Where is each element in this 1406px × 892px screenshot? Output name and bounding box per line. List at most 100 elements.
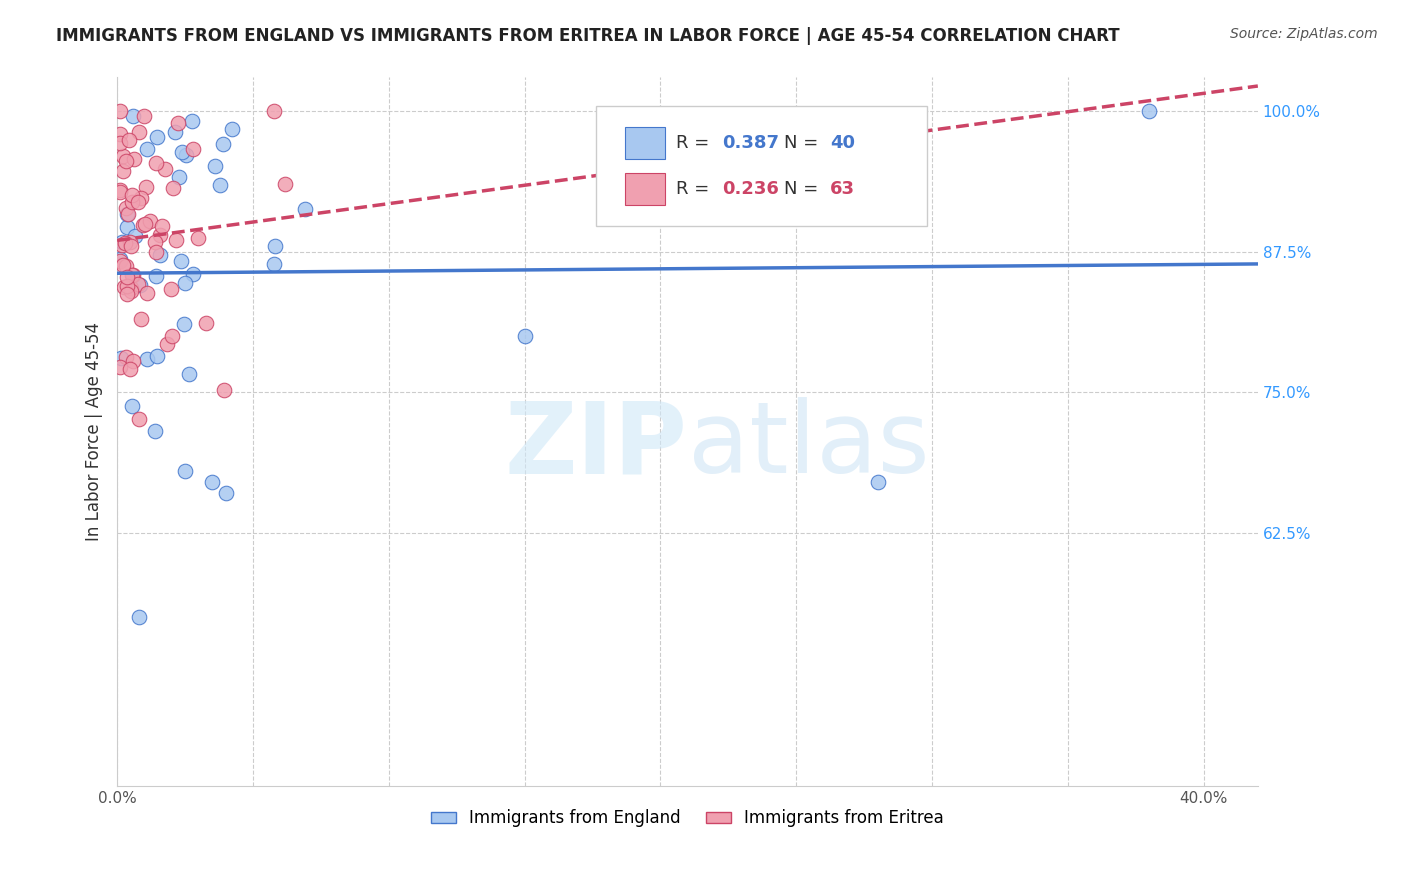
Immigrants from England <box>145 268 167 283</box>
Immigrants from Eritrea <box>117 278 139 293</box>
Immigrants from Eritrea <box>108 183 131 197</box>
Immigrants from Eritrea <box>263 104 285 119</box>
Immigrants from Eritrea <box>274 178 297 192</box>
Text: R =: R = <box>676 180 716 198</box>
Immigrants from England <box>180 114 202 128</box>
Immigrants from Eritrea <box>115 153 138 168</box>
Text: N =: N = <box>785 135 824 153</box>
Immigrants from England <box>129 278 152 293</box>
Immigrants from Eritrea <box>121 188 143 202</box>
Immigrants from England <box>146 349 169 363</box>
Immigrants from Eritrea <box>115 286 138 301</box>
Immigrants from Eritrea <box>160 282 183 296</box>
Immigrants from Eritrea <box>111 258 134 272</box>
Immigrants from England <box>170 145 193 159</box>
Immigrants from England <box>135 143 157 157</box>
Immigrants from England <box>201 475 224 490</box>
Immigrants from England <box>170 254 193 268</box>
Immigrants from Eritrea <box>115 270 138 285</box>
FancyBboxPatch shape <box>596 106 927 227</box>
Text: N =: N = <box>785 180 824 198</box>
Immigrants from Eritrea <box>132 218 155 232</box>
Immigrants from England <box>263 257 285 271</box>
Text: 0.387: 0.387 <box>721 135 779 153</box>
Immigrants from Eritrea <box>120 284 142 298</box>
Immigrants from England <box>183 267 205 281</box>
Immigrants from England <box>174 464 197 478</box>
Text: 63: 63 <box>830 180 855 198</box>
Immigrants from Eritrea <box>160 329 183 343</box>
Immigrants from Eritrea <box>120 239 142 253</box>
Text: 40: 40 <box>830 135 855 153</box>
Immigrants from Eritrea <box>129 311 152 326</box>
Immigrants from Eritrea <box>108 127 131 141</box>
Immigrants from England <box>173 277 195 291</box>
Immigrants from Eritrea <box>112 279 135 293</box>
Immigrants from Eritrea <box>108 136 131 150</box>
Immigrants from England <box>215 486 238 500</box>
Immigrants from Eritrea <box>108 104 131 119</box>
Immigrants from England <box>173 317 195 331</box>
Bar <box>624 173 665 205</box>
Immigrants from England <box>124 229 146 244</box>
Immigrants from England <box>177 367 200 381</box>
Immigrants from England <box>165 125 187 139</box>
Immigrants from Eritrea <box>145 245 167 260</box>
Immigrants from Eritrea <box>115 350 138 364</box>
Immigrants from Eritrea <box>149 228 172 243</box>
Immigrants from Eritrea <box>108 359 131 374</box>
Text: 0.236: 0.236 <box>721 180 779 198</box>
Immigrants from England <box>128 610 150 624</box>
Y-axis label: In Labor Force | Age 45-54: In Labor Force | Age 45-54 <box>86 322 103 541</box>
Immigrants from England <box>117 207 139 221</box>
Immigrants from Eritrea <box>150 219 173 234</box>
Immigrants from Eritrea <box>156 336 179 351</box>
Immigrants from England <box>149 248 172 262</box>
Immigrants from Eritrea <box>122 152 145 166</box>
Immigrants from England <box>117 219 139 234</box>
Immigrants from Eritrea <box>138 214 160 228</box>
Immigrants from England <box>143 424 166 438</box>
Immigrants from England <box>221 121 243 136</box>
Immigrants from Eritrea <box>121 194 143 209</box>
Immigrants from Eritrea <box>117 207 139 221</box>
Immigrants from England <box>111 235 134 250</box>
Immigrants from Eritrea <box>111 238 134 252</box>
Immigrants from England <box>108 252 131 266</box>
Immigrants from Eritrea <box>111 164 134 178</box>
Immigrants from Eritrea <box>118 235 141 250</box>
Immigrants from Eritrea <box>132 109 155 123</box>
Immigrants from England <box>146 130 169 145</box>
Immigrants from Eritrea <box>167 116 190 130</box>
Immigrants from Eritrea <box>162 181 184 195</box>
Text: Source: ZipAtlas.com: Source: ZipAtlas.com <box>1230 27 1378 41</box>
Immigrants from Eritrea <box>118 133 141 147</box>
Immigrants from Eritrea <box>110 254 132 268</box>
Immigrants from Eritrea <box>135 179 157 194</box>
Immigrants from England <box>121 399 143 413</box>
Immigrants from Eritrea <box>153 161 176 176</box>
Immigrants from Eritrea <box>214 384 236 398</box>
Immigrants from England <box>121 109 143 123</box>
Immigrants from Eritrea <box>121 268 143 283</box>
Immigrants from England <box>294 202 316 216</box>
Immigrants from Eritrea <box>111 149 134 163</box>
Immigrants from Eritrea <box>143 235 166 250</box>
Immigrants from England <box>204 159 226 173</box>
Immigrants from Eritrea <box>128 125 150 139</box>
Text: ZIP: ZIP <box>505 397 688 494</box>
Immigrants from Eritrea <box>114 235 136 250</box>
Immigrants from England <box>1137 104 1160 119</box>
Immigrants from Eritrea <box>181 142 204 156</box>
Immigrants from England <box>174 148 197 162</box>
Immigrants from England <box>263 239 285 253</box>
Immigrants from Eritrea <box>122 354 145 368</box>
Immigrants from Eritrea <box>194 317 217 331</box>
Immigrants from England <box>513 329 536 343</box>
Immigrants from Eritrea <box>135 285 157 300</box>
Immigrants from Eritrea <box>134 217 156 231</box>
Immigrants from Eritrea <box>108 185 131 199</box>
Immigrants from England <box>136 351 159 366</box>
Immigrants from England <box>167 169 190 184</box>
Immigrants from Eritrea <box>129 190 152 204</box>
